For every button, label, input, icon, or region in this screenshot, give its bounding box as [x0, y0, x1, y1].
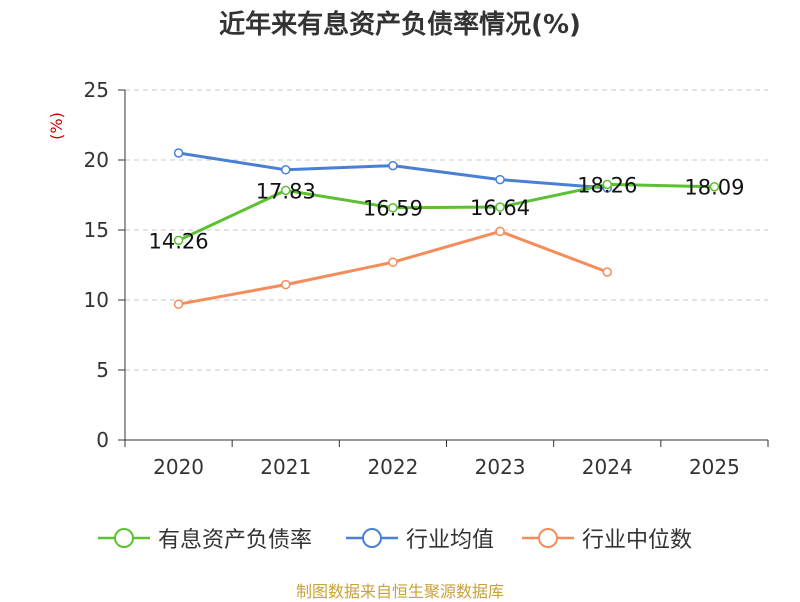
x-tick-label: 2025 [689, 455, 740, 479]
y-tick-label: 5 [96, 358, 109, 382]
data-point [602, 179, 612, 190]
data-label: 18.26 [577, 173, 637, 197]
data-point [281, 185, 291, 196]
y-tick-label: 20 [84, 148, 109, 172]
legend-label: 行业均值 [406, 528, 495, 553]
data-point [173, 235, 184, 246]
x-tick-label: 2023 [475, 455, 526, 479]
data-point [495, 202, 505, 212]
series-line [178, 229, 608, 306]
y-tick-label: 15 [84, 218, 109, 242]
data-point [495, 174, 505, 185]
y-tick-label: 10 [84, 288, 109, 312]
data-point [495, 226, 505, 237]
legend: 有息资产负债率 行业均值 行业中位数 [0, 518, 800, 558]
y-tick-label: 25 [84, 78, 109, 102]
series-line [177, 182, 715, 242]
data-label: 14.26 [149, 229, 209, 253]
legend-item[interactable]: 有息资产负债率 [98, 518, 312, 558]
data-point [173, 148, 184, 158]
data-label-layer: 14.26 17.83 16.59 16.64 18.26 18.09 [149, 173, 745, 253]
series-layer [173, 148, 720, 309]
legend-label: 行业中位数 [582, 528, 693, 553]
x-tick-label: 2022 [367, 455, 418, 479]
y-axis-label: (%) [47, 112, 66, 140]
data-point [173, 299, 184, 309]
x-tick-label: 2024 [582, 455, 633, 479]
legend-line-circle-icon [346, 528, 398, 548]
legend-label: 有息资产负债率 [158, 528, 313, 553]
source-note: 制图数据来自恒生聚源数据库 [295, 582, 504, 601]
data-point [709, 181, 720, 192]
legend-line-circle-icon [522, 528, 574, 548]
chart-title: 近年来有息资产负债率情况(%) [219, 10, 581, 40]
data-point [388, 202, 398, 213]
data-label: 17.83 [256, 179, 316, 203]
data-label: 18.09 [684, 176, 744, 200]
x-tick-label: 2020 [153, 455, 204, 479]
series-line [178, 151, 608, 190]
legend-item[interactable]: 行业中位数 [522, 518, 692, 558]
data-point [602, 267, 612, 277]
legend-line-circle-icon [98, 528, 150, 548]
data-point [281, 279, 291, 290]
data-label: 16.59 [363, 197, 423, 221]
data-label: 16.64 [470, 196, 530, 220]
legend-item[interactable]: 行业均值 [346, 518, 494, 558]
grid-layer [125, 89, 768, 371]
data-point [388, 160, 398, 171]
data-point [388, 257, 398, 267]
data-point [281, 165, 291, 175]
y-tick-label: 0 [96, 428, 109, 452]
x-tick-label: 2021 [260, 455, 311, 479]
